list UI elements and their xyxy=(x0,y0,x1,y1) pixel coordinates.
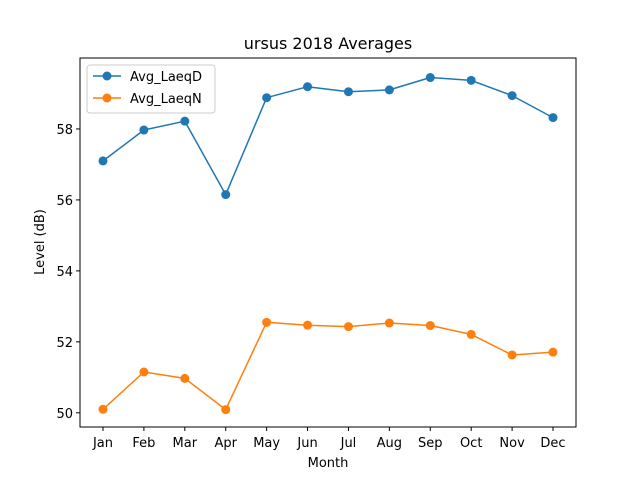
legend-box xyxy=(86,64,216,114)
x-tick-label: Jul xyxy=(340,436,357,451)
x-tick-label: May xyxy=(253,436,280,451)
y-axis: 50 52 54 56 58 xyxy=(56,123,80,422)
series-1-point xyxy=(548,113,558,123)
series-1-point xyxy=(98,156,108,166)
series-2-point xyxy=(425,321,435,331)
series-2-point xyxy=(303,320,313,330)
series-1-point xyxy=(507,91,517,101)
series-2-point xyxy=(139,367,149,377)
series-1-point xyxy=(384,85,394,95)
series-1-point xyxy=(466,75,476,85)
x-tick-label: Sep xyxy=(418,436,443,451)
series-1-point xyxy=(425,73,435,83)
legend-swatch-marker xyxy=(102,93,112,103)
x-tick-label: Nov xyxy=(499,436,525,451)
y-tick-label: 54 xyxy=(56,265,73,280)
series-2-point xyxy=(98,404,108,414)
x-tick-label: Oct xyxy=(460,436,482,451)
plot-area xyxy=(79,57,577,428)
x-tick-label: Feb xyxy=(132,436,155,451)
series-2-point xyxy=(221,405,231,415)
y-tick-label: 56 xyxy=(56,194,73,209)
y-tick-label: 52 xyxy=(56,336,73,351)
series-2-point xyxy=(384,318,394,328)
x-tick-label: Aug xyxy=(377,436,402,451)
series-1-point xyxy=(262,93,272,103)
series-2-point xyxy=(548,347,558,357)
series-2-point xyxy=(180,373,190,383)
y-tick-label: 58 xyxy=(56,123,73,138)
x-tick-label: Jan xyxy=(92,436,113,451)
x-tick-label: Dec xyxy=(540,436,565,451)
series-1-point xyxy=(221,190,231,200)
legend-swatch-marker xyxy=(102,71,112,81)
x-axis-label: Month xyxy=(308,456,349,471)
series-line-2 xyxy=(102,321,554,411)
series-layer xyxy=(98,73,558,415)
series-2-point xyxy=(343,322,353,332)
series-2-point xyxy=(466,329,476,339)
series-line-1 xyxy=(102,76,554,196)
series-1-point xyxy=(139,125,149,135)
x-axis: Jan Feb Mar Apr May Jun Jul Aug Sep Oct Nov Dec xyxy=(92,427,566,451)
x-tick-label: Mar xyxy=(173,436,198,451)
series-1-point xyxy=(303,82,313,92)
chart-title: ursus 2018 Averages xyxy=(244,34,412,53)
series-1-point xyxy=(180,116,190,126)
x-tick-label: Jun xyxy=(296,436,317,451)
series-2-point xyxy=(262,317,272,327)
series-2-point xyxy=(507,350,517,360)
y-tick-label: 50 xyxy=(56,407,73,422)
legend: Avg_LaeqD Avg_LaeqN xyxy=(86,64,216,114)
y-axis-label: Level (dB) xyxy=(33,209,48,275)
legend-label: Avg_LaeqD xyxy=(130,70,202,85)
x-tick-label: Apr xyxy=(214,436,237,451)
series-1-point xyxy=(343,87,353,97)
legend-label: Avg_LaeqN xyxy=(130,92,202,107)
